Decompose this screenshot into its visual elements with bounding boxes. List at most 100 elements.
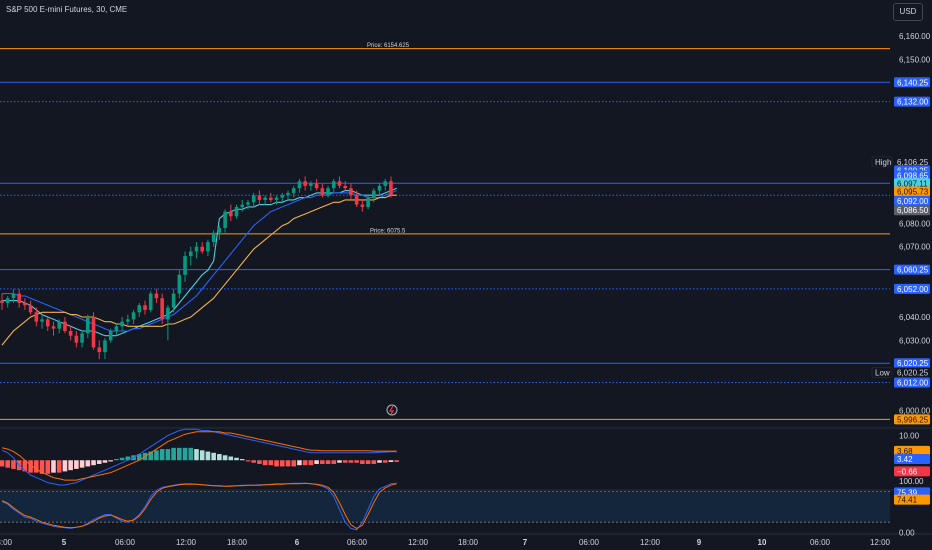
price-tick-label: 6,030.00 <box>899 336 931 345</box>
macd-histogram-bar <box>308 460 314 466</box>
macd-histogram-bar <box>394 460 399 462</box>
macd-pane <box>0 428 399 486</box>
stochastic-value-tag: 74.41 <box>897 496 918 505</box>
macd-value-tag-bg <box>894 466 930 477</box>
stochastic-value-tag-bg <box>894 494 930 505</box>
price-tag-bg <box>894 377 930 388</box>
stochastic-d-line <box>1 482 397 529</box>
candle-body <box>86 316 90 334</box>
candle-body <box>389 181 393 196</box>
time-tick-label: 18:00 <box>0 538 13 547</box>
price-tag: 6,020.25 <box>897 359 929 368</box>
moving-average-line <box>2 187 397 337</box>
candle-body <box>211 232 216 243</box>
candle-body <box>257 195 262 200</box>
candle-body <box>45 319 50 327</box>
stochastic-pane <box>0 482 890 531</box>
price-tag-bg <box>894 264 930 275</box>
price-tick-label: 6,150.00 <box>899 55 931 64</box>
candle-body <box>286 192 290 196</box>
macd-histogram-bar <box>331 460 337 464</box>
price-tag-bg <box>894 170 930 181</box>
macd-histogram-bar <box>74 460 79 469</box>
macd-histogram-bar <box>102 460 108 463</box>
time-tick-label: 06:00 <box>347 538 368 547</box>
candle-body <box>166 307 170 320</box>
price-tag: 6,060.25 <box>897 266 929 275</box>
macd-histogram-bar <box>291 460 297 467</box>
candle-body <box>291 188 296 193</box>
macd-histogram-bar <box>217 454 222 461</box>
macd-histogram-bar <box>302 460 308 466</box>
currency-button[interactable]: USD <box>893 3 923 21</box>
macd-histogram-bar <box>188 447 194 461</box>
macd-histogram-bar <box>0 460 5 467</box>
macd-tick-label: 10.00 <box>899 431 920 440</box>
price-tag-bg <box>894 96 930 107</box>
candle-body <box>183 256 187 275</box>
horizontal-lines: Price: 6154.625 Price: 6075.5 <box>0 43 890 420</box>
macd-histogram-bar <box>56 460 62 473</box>
price-tag: 6,020.25 <box>897 368 929 377</box>
price-tag-bg <box>894 414 930 425</box>
candle-body <box>366 197 370 207</box>
price-tag-bg <box>894 358 930 369</box>
macd-histogram-bar <box>5 460 11 468</box>
macd-histogram-bar <box>85 460 91 467</box>
candle-body <box>148 293 153 310</box>
candle-body <box>23 302 27 306</box>
lightning-icon[interactable] <box>386 404 398 416</box>
price-tag: 6,086.50 <box>897 206 929 215</box>
macd-histogram-bar <box>371 460 377 464</box>
macd-histogram-bar <box>62 460 68 472</box>
price-tag-bg <box>894 77 930 88</box>
macd-histogram-bar <box>285 460 291 467</box>
macd-histogram-bar <box>262 460 268 466</box>
candle-body <box>326 188 330 196</box>
price-tag: 6,095.73 <box>897 187 929 196</box>
candle-body <box>114 326 119 332</box>
candle-body <box>171 293 176 308</box>
macd-histogram-bar <box>234 457 239 461</box>
time-tick-label: 5 <box>62 538 67 547</box>
candle-body <box>372 190 376 198</box>
macd-value-tag: 3.42 <box>897 455 913 464</box>
candle-body <box>354 195 359 205</box>
candle-body <box>137 305 142 313</box>
candle-body <box>343 185 347 189</box>
macd-histogram-bar <box>337 460 342 463</box>
macd-histogram-bar <box>320 460 325 464</box>
macd-histogram-bar <box>382 460 388 463</box>
candle-body <box>126 319 130 322</box>
time-tick-label: 12:00 <box>870 538 891 547</box>
time-tick-label: 10 <box>758 538 767 547</box>
candle-body <box>97 347 102 353</box>
candle-body <box>11 293 16 299</box>
price-tick-label: 6,000.00 <box>899 407 931 416</box>
candle-body <box>303 181 307 186</box>
level-price-label: Price: 6154.625 <box>367 43 410 49</box>
price-tag: 6,106.25 <box>897 158 929 167</box>
candle-body <box>91 316 96 348</box>
candle-body <box>234 206 239 217</box>
moving-averages <box>1 187 397 346</box>
candle-body <box>63 321 67 332</box>
stochastic-tick-label: 0.00 <box>899 528 915 537</box>
candle-body <box>314 183 319 189</box>
price-tag-bg <box>894 283 930 294</box>
extreme-label-bg <box>871 367 893 378</box>
macd-histogram-bar <box>205 451 211 461</box>
macd-histogram-bar <box>114 459 119 461</box>
candle-body <box>17 293 21 303</box>
macd-histogram-bar <box>274 460 279 467</box>
candle-body <box>194 246 199 252</box>
stochastic-band-fill <box>0 491 890 523</box>
candle-body <box>349 188 353 196</box>
candle-body <box>246 202 250 205</box>
candle-body <box>28 305 33 313</box>
candle-body <box>377 185 382 191</box>
macd-histogram-bar <box>79 460 85 468</box>
macd-histogram-bar <box>171 447 176 461</box>
price-tag-bg <box>894 186 930 197</box>
